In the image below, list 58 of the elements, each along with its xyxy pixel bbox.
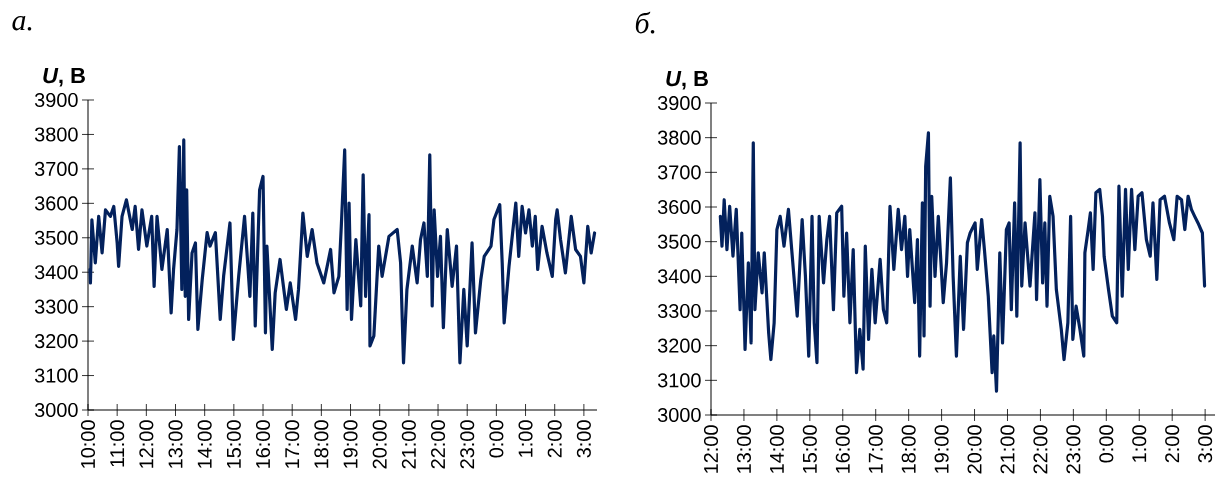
y-tick-label: 3900 bbox=[657, 95, 701, 111]
y-tick-label: 3200 bbox=[657, 338, 701, 353]
x-tick-label: 20:00 bbox=[372, 420, 387, 469]
x-tick-label: 12:00 bbox=[703, 425, 719, 473]
y-axis-title: U, В bbox=[666, 71, 708, 90]
x-tick-label: 15:00 bbox=[226, 420, 241, 468]
y-tick-label: 3300 bbox=[34, 299, 78, 314]
y-tick-label: 3800 bbox=[657, 130, 701, 145]
x-tick-label: 13:00 bbox=[168, 420, 183, 468]
x-tick-label: 0:00 bbox=[489, 420, 504, 458]
chart-title: б. bbox=[635, 11, 655, 34]
x-tick-label: 3:00 bbox=[1198, 425, 1213, 463]
y-tick-label: 3000 bbox=[657, 407, 701, 423]
x-tick-label: 10:00 bbox=[80, 420, 96, 468]
y-tick-label: 3200 bbox=[34, 334, 78, 349]
x-tick-label: 12:00 bbox=[139, 420, 154, 468]
x-tick-label: 17:00 bbox=[285, 420, 300, 468]
x-tick-label: 23:00 bbox=[460, 420, 475, 469]
x-tick-label: 14:00 bbox=[769, 425, 784, 473]
x-tick-label: 17:00 bbox=[868, 425, 883, 473]
x-tick-label: 2:00 bbox=[1165, 425, 1180, 463]
x-tick-label: 15:00 bbox=[802, 425, 817, 473]
x-tick-label: 1:00 bbox=[518, 420, 533, 457]
x-tick-label: 18:00 bbox=[314, 420, 329, 468]
x-tick-label: 22:00 bbox=[1033, 425, 1048, 474]
y-tick-label: 3700 bbox=[657, 165, 701, 180]
x-tick-label: 0:00 bbox=[1099, 425, 1114, 463]
x-tick-label: 2:00 bbox=[547, 420, 562, 458]
x-tick-label: 21:00 bbox=[401, 420, 416, 469]
x-tick-label: 19:00 bbox=[343, 420, 358, 468]
x-tick-label: 22:00 bbox=[430, 420, 446, 469]
x-tick-label: 21:00 bbox=[1000, 425, 1015, 474]
y-tick-label: 3100 bbox=[34, 368, 78, 383]
x-tick-label: 16:00 bbox=[255, 420, 271, 468]
y-tick-label: 3100 bbox=[657, 373, 701, 388]
x-tick-label: 1:00 bbox=[1132, 425, 1147, 462]
y-tick-label: 3500 bbox=[34, 230, 78, 245]
y-tick-label: 3900 bbox=[34, 92, 78, 108]
y-tick-label: 3300 bbox=[657, 303, 701, 319]
x-tick-label: 19:00 bbox=[934, 425, 949, 473]
x-tick-label: 3:00 bbox=[576, 420, 591, 458]
x-tick-label: 14:00 bbox=[197, 420, 212, 468]
x-tick-label: 20:00 bbox=[967, 425, 982, 474]
x-tick-label: 11:00 bbox=[110, 420, 125, 467]
y-tick-label: 3400 bbox=[657, 269, 701, 284]
y-tick-label: 3600 bbox=[34, 196, 78, 211]
y-tick-label: 3000 bbox=[34, 402, 78, 418]
y-tick-label: 3700 bbox=[34, 161, 78, 176]
chart-title: а. bbox=[12, 16, 32, 31]
x-tick-label: 16:00 bbox=[835, 425, 850, 473]
x-tick-label: 23:00 bbox=[1066, 425, 1081, 474]
y-tick-label: 3600 bbox=[657, 199, 701, 215]
y-tick-label: 3500 bbox=[657, 234, 701, 249]
y-axis-title: U, В bbox=[43, 68, 85, 87]
y-tick-label: 3800 bbox=[34, 127, 78, 142]
x-tick-label: 18:00 bbox=[901, 425, 916, 473]
x-tick-label: 13:00 bbox=[736, 425, 751, 473]
y-tick-label: 3400 bbox=[34, 265, 78, 280]
